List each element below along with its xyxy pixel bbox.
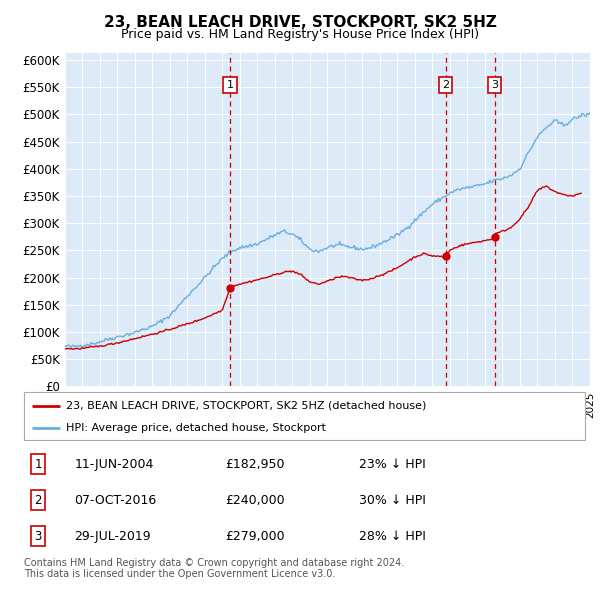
Text: Contains HM Land Registry data © Crown copyright and database right 2024.: Contains HM Land Registry data © Crown c…: [24, 558, 404, 568]
Text: 2: 2: [442, 80, 449, 90]
Text: 23% ↓ HPI: 23% ↓ HPI: [359, 458, 425, 471]
Text: 23, BEAN LEACH DRIVE, STOCKPORT, SK2 5HZ (detached house): 23, BEAN LEACH DRIVE, STOCKPORT, SK2 5HZ…: [66, 401, 427, 411]
Text: 07-OCT-2016: 07-OCT-2016: [74, 494, 157, 507]
Text: £240,000: £240,000: [225, 494, 284, 507]
Text: 28% ↓ HPI: 28% ↓ HPI: [359, 530, 425, 543]
Text: 3: 3: [34, 530, 41, 543]
Text: £279,000: £279,000: [225, 530, 284, 543]
Text: Price paid vs. HM Land Registry's House Price Index (HPI): Price paid vs. HM Land Registry's House …: [121, 28, 479, 41]
Text: 2: 2: [34, 494, 42, 507]
Text: HPI: Average price, detached house, Stockport: HPI: Average price, detached house, Stoc…: [66, 423, 326, 432]
Text: 11-JUN-2004: 11-JUN-2004: [74, 458, 154, 471]
Text: 3: 3: [491, 80, 498, 90]
Text: £182,950: £182,950: [225, 458, 284, 471]
Text: 23, BEAN LEACH DRIVE, STOCKPORT, SK2 5HZ: 23, BEAN LEACH DRIVE, STOCKPORT, SK2 5HZ: [104, 15, 496, 30]
Text: 1: 1: [34, 458, 42, 471]
Text: This data is licensed under the Open Government Licence v3.0.: This data is licensed under the Open Gov…: [24, 569, 335, 579]
Text: 1: 1: [227, 80, 233, 90]
Text: 29-JUL-2019: 29-JUL-2019: [74, 530, 151, 543]
Text: 30% ↓ HPI: 30% ↓ HPI: [359, 494, 425, 507]
